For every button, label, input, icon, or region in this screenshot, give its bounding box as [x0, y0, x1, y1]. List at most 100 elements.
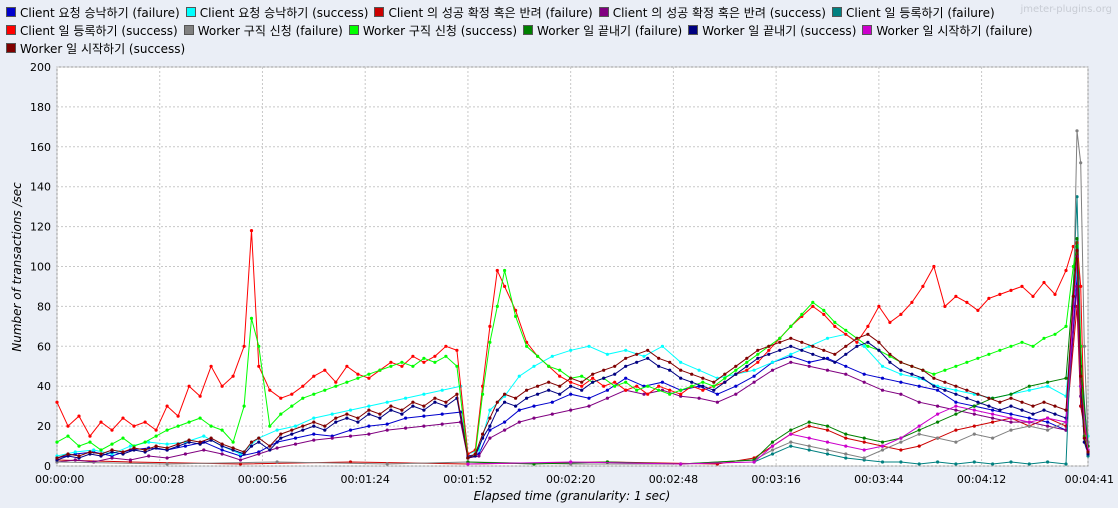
data-point [605, 352, 610, 356]
data-point [550, 400, 554, 404]
data-point [422, 392, 426, 396]
data-point [143, 440, 147, 444]
data-point [844, 436, 848, 440]
data-point [605, 388, 610, 392]
data-point [807, 444, 811, 448]
data-point [532, 416, 536, 420]
data-point [367, 376, 371, 380]
legend-label: Worker 일 끝내기 (success) [702, 23, 857, 38]
data-point [92, 448, 96, 452]
data-point [991, 420, 995, 424]
data-point [877, 340, 881, 344]
data-point [312, 438, 316, 442]
data-point [440, 412, 444, 416]
data-point [987, 404, 991, 408]
legend-item: Worker 일 끝내기 (failure) [523, 23, 682, 38]
data-point [899, 360, 903, 364]
data-point [811, 300, 815, 304]
data-point [635, 384, 639, 388]
data-point [290, 432, 294, 436]
data-point [987, 396, 991, 400]
data-point [1053, 404, 1057, 408]
data-point [301, 396, 305, 400]
data-point [1031, 412, 1035, 416]
x-tick-label: 00:04:41 [1065, 473, 1114, 486]
data-point [367, 404, 371, 408]
data-point [580, 380, 584, 384]
data-point [220, 428, 224, 432]
data-point [290, 392, 294, 396]
data-point [880, 460, 885, 464]
data-point [822, 312, 826, 316]
data-point [488, 340, 492, 344]
data-point [591, 376, 595, 380]
data-point [202, 448, 206, 452]
data-point [778, 340, 782, 344]
data-point [550, 412, 554, 416]
grid [56, 66, 1089, 467]
data-point [954, 440, 958, 444]
data-point [605, 396, 610, 400]
data-point [770, 448, 775, 452]
data-point [187, 384, 191, 388]
data-point [580, 388, 584, 392]
data-point [348, 460, 353, 464]
data-point [1027, 420, 1031, 424]
data-point [312, 392, 316, 396]
data-point [488, 408, 492, 412]
data-point [991, 436, 995, 440]
data-point [752, 374, 756, 378]
data-point [825, 452, 830, 456]
data-point [517, 374, 521, 378]
data-point [715, 400, 720, 404]
data-point [1009, 392, 1013, 396]
data-point [807, 364, 811, 368]
data-point [275, 460, 279, 464]
data-point [293, 442, 298, 446]
x-tick-label: 00:03:16 [751, 473, 800, 486]
x-tick-label: 00:02:48 [649, 473, 698, 486]
data-point [231, 374, 235, 378]
data-point [444, 404, 448, 408]
data-point [917, 400, 921, 404]
data-point [998, 400, 1002, 404]
data-point [660, 380, 665, 384]
data-point [88, 434, 92, 438]
data-point [323, 368, 327, 372]
data-point [77, 414, 81, 418]
data-point [770, 368, 775, 372]
data-point [323, 388, 327, 392]
data-point [807, 448, 811, 452]
data-point [444, 354, 448, 358]
data-point [1046, 460, 1050, 464]
data-point [660, 344, 665, 348]
data-point [998, 348, 1002, 352]
data-point [110, 442, 114, 446]
data-point [712, 384, 716, 388]
legend-label: Client 요청 승낙하기 (success) [199, 5, 369, 20]
data-point [1082, 344, 1086, 348]
data-point [257, 436, 261, 440]
data-point [642, 392, 646, 396]
data-point [642, 354, 646, 358]
data-point [936, 412, 940, 416]
data-point [275, 446, 279, 450]
data-point [220, 452, 224, 456]
data-point [422, 408, 426, 412]
data-point [715, 392, 720, 396]
data-point [1046, 416, 1050, 420]
data-point [348, 428, 353, 432]
data-point [591, 380, 595, 384]
data-point [165, 404, 169, 408]
data-point [825, 424, 830, 428]
data-point [1064, 428, 1068, 432]
legend-swatch [6, 7, 16, 17]
data-point [936, 460, 940, 464]
data-point [855, 344, 859, 348]
data-point [954, 392, 958, 396]
data-point [734, 368, 738, 372]
data-point [697, 368, 701, 372]
legend-swatch [348, 25, 359, 35]
data-point [411, 400, 415, 404]
data-point [866, 332, 870, 336]
